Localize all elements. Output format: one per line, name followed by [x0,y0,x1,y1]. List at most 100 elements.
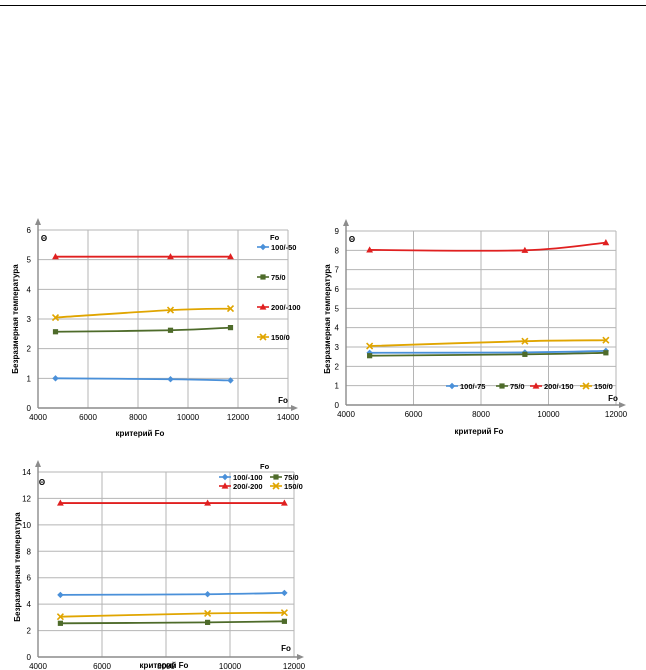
series-line [55,307,231,319]
data-point [227,253,234,260]
data-point [281,618,287,624]
y-tick-label: 6 [335,285,340,294]
data-point [227,325,234,331]
legend-swatch-marker [582,382,590,390]
data-point [522,351,528,357]
legend-label: 100/-50 [271,243,296,252]
y-tick-label: 5 [335,304,340,313]
series-line [60,611,285,618]
y-tick-label: 6 [27,226,32,235]
y-tick-label: 2 [27,627,32,636]
x-tick-label: 4000 [29,413,47,422]
legend-swatch-marker [259,333,267,341]
data-point [204,591,211,598]
x-axis-arrow [291,405,298,411]
data-point [602,336,610,344]
y-axis-arrow [35,218,41,225]
legend-label: 150/0 [271,333,290,342]
legend-swatch-marker [448,382,456,390]
legend-swatch-marker [272,482,280,490]
y-axis-title: Безразмерная температура [323,264,332,374]
legend-label: 150/0 [284,482,303,491]
y-tick-label: 0 [335,401,340,410]
legend-label: 100/-100 [233,473,263,482]
x-tick-label: 8000 [472,410,490,419]
y-tick-label: 1 [27,374,32,383]
x-tick-label: 12000 [283,662,306,670]
data-point [366,246,374,253]
data-point [204,499,211,506]
y-tick-label: 4 [27,600,32,609]
legend-title: Fo [260,462,270,471]
legend-title: Fo [270,233,280,242]
x-tick-label: 4000 [29,662,47,670]
data-point [521,246,529,253]
y-tick-label: 7 [335,266,340,275]
data-point [57,591,64,599]
legend-label: 200/-200 [233,482,263,491]
series-line [369,241,606,252]
chart-theta-vs-fo-1: 0 1 2 3 4 5 6 4000 6000 8000 10000 12000 14000 критер… [11,218,301,438]
y-tick-label: 8 [27,547,32,556]
legend-swatch-marker [260,274,266,280]
series-line [369,339,606,347]
y-tick-label: 4 [27,285,32,294]
data-point [167,327,174,333]
x-tick-label: 14000 [277,413,300,422]
legend-label: 75/0 [510,382,525,391]
legend-swatch-marker [259,243,267,251]
x-axis-end-label: Fo [278,396,288,405]
y-tick-label: 4 [335,324,340,333]
x-axis-title: критерий Fo [116,429,165,438]
legend-swatch-marker [273,474,279,480]
data-point [226,305,235,313]
data-point [52,253,59,260]
x-tick-label: 8000 [157,662,175,670]
x-tick-label: 6000 [79,413,97,422]
y-axis-arrow [35,460,41,467]
x-axis-end-label: Fo [281,644,291,653]
y-axis-end-label: Θ [349,235,355,244]
series-line [55,377,231,382]
legend-swatch-marker [221,473,229,481]
y-axis-end-label: Θ [39,478,45,487]
x-axis-title: критерий Fo [455,427,504,436]
chart-theta-vs-fo-3: 0 2 4 6 8 10 12 14 4000 6000 8000 10000 12000 критери… [13,460,306,670]
y-tick-label: 3 [27,315,32,324]
x-tick-label: 8000 [129,413,147,422]
legend-swatch-marker [259,303,267,310]
data-point [166,306,175,314]
y-tick-label: 3 [335,343,340,352]
legend-label: 200/-100 [271,303,301,312]
x-axis-end-label: Fo [608,394,618,403]
x-tick-label: 10000 [219,662,242,670]
data-point [51,313,60,322]
legend-swatch-marker [499,383,505,389]
y-tick-label: 12 [22,494,31,503]
x-axis-arrow [297,654,304,660]
y-tick-label: 8 [335,246,340,255]
y-tick-label: 2 [27,345,32,354]
y-axis-title: Безразмерная температура [13,512,22,622]
data-point [52,329,59,335]
y-tick-label: 0 [27,653,32,662]
data-point [281,499,288,506]
y-axis-title: Безразмерная температура [11,264,20,374]
top-rule [0,5,646,6]
series-line [55,326,231,333]
legend-label: 75/0 [271,273,286,282]
y-tick-label: 5 [27,256,32,265]
data-point [167,376,174,383]
x-tick-label: 12000 [605,410,628,419]
data-point [57,620,63,626]
x-tick-label: 6000 [405,410,423,419]
legend-label: 75/0 [284,473,299,482]
y-tick-label: 0 [27,404,32,413]
data-point [366,342,374,350]
y-tick-label: 9 [335,227,340,236]
series-line [369,351,606,357]
series-line [369,349,606,354]
data-point [602,239,610,246]
x-tick-label: 10000 [537,410,560,419]
x-axis-title: критерий Fo [140,661,189,670]
